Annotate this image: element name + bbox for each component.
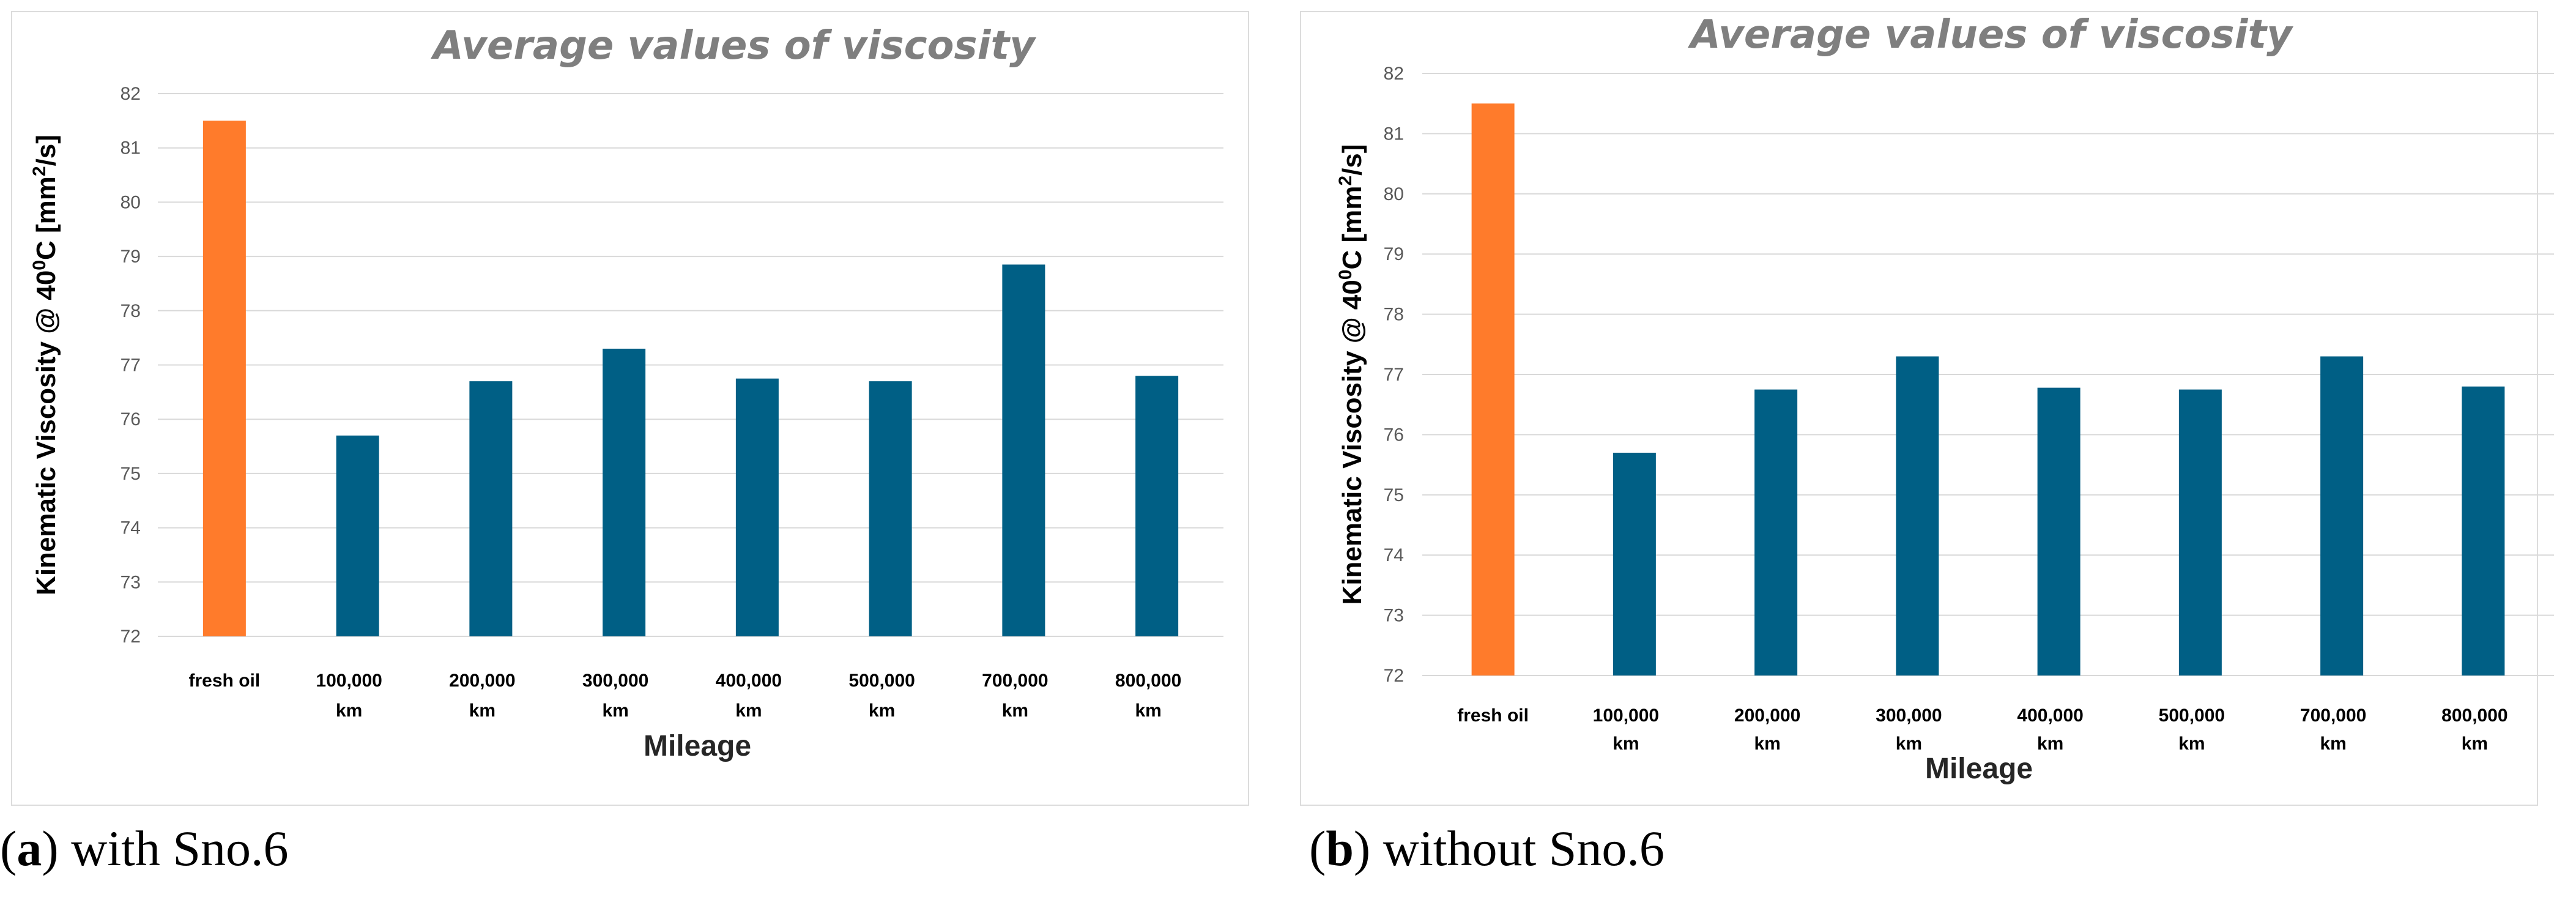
- x-tick-label: 400,000: [716, 671, 782, 691]
- x-tick-label: 300,000: [582, 671, 648, 691]
- x-tick-label: 700,000: [2300, 705, 2366, 726]
- caption-b: (b) without Sno.6: [1309, 821, 1665, 876]
- x-tick-label: km: [2037, 734, 2063, 754]
- x-tick-label: km: [1754, 734, 1780, 754]
- caption-text: ) without Sno.6: [1353, 821, 1665, 876]
- x-tick-label: 100,000: [316, 671, 382, 691]
- chart-title: Average values of viscosity: [1687, 12, 2293, 58]
- bar: [2037, 387, 2080, 675]
- bar: [1135, 376, 1179, 636]
- x-tick-label: 400,000: [2017, 705, 2083, 726]
- bar: [869, 381, 912, 636]
- y-tick-label: 72: [1384, 666, 1404, 686]
- x-tick-label: fresh oil: [1457, 705, 1529, 726]
- y-tick-label: 80: [1384, 184, 1404, 204]
- bar: [2178, 389, 2222, 675]
- y-tick-label: 74: [1384, 545, 1404, 565]
- y-axis-label-part: C [mm: [31, 176, 61, 260]
- x-tick-label: km: [469, 701, 496, 721]
- x-tick-label: 200,000: [1734, 705, 1800, 726]
- x-tick-label: km: [1613, 734, 1639, 754]
- bar-fresh-oil: [202, 121, 246, 637]
- caption-text: ) with Sno.6: [42, 821, 289, 876]
- y-tick-label: 73: [121, 572, 141, 592]
- y-axis-label: Kinematic Viscosity @ 400C [mm2/s]: [29, 135, 62, 595]
- chart-without-sno6: 72 73 74 75 76 77 78 79 80 81 82 fresh oil 100,000 km…: [1335, 12, 2554, 785]
- bar: [603, 348, 646, 636]
- x-tick-label: km: [2320, 734, 2346, 754]
- x-tick-label: km: [1002, 701, 1028, 721]
- chart-title: Average values of viscosity: [430, 23, 1036, 69]
- y-tick-label: 77: [121, 355, 141, 376]
- x-tick-label: km: [869, 701, 895, 721]
- y-axis-label-superscript: 0: [1335, 270, 1356, 280]
- x-tick-label: km: [2462, 734, 2488, 754]
- y-tick-label: 81: [121, 138, 141, 158]
- y-tick-label: 74: [121, 518, 141, 538]
- y-tick-label: 75: [121, 464, 141, 484]
- y-axis-label-part: /s]: [1337, 144, 1367, 176]
- x-tick-label: 300,000: [1876, 705, 1942, 726]
- x-tick-label: km: [1896, 734, 1922, 754]
- x-tick-label: km: [336, 701, 362, 721]
- y-tick-label: 80: [121, 192, 141, 212]
- x-tick-label: km: [735, 701, 762, 721]
- y-tick-label: 78: [121, 301, 141, 321]
- y-tick-label: 72: [121, 627, 141, 647]
- y-axis-label-part: /s]: [31, 135, 61, 166]
- y-axis-label-superscript: 2: [29, 166, 50, 176]
- y-axis-label-part: Kinematic Viscosity @ 40: [1337, 280, 1367, 605]
- x-tick-label: 800,000: [1115, 671, 1181, 691]
- caption-a: (a) with Sno.6: [0, 821, 289, 876]
- caption-letter: b: [1326, 821, 1354, 876]
- x-tick-label: km: [602, 701, 628, 721]
- bar: [1613, 452, 1656, 675]
- y-axis-label-superscript: 0: [29, 260, 50, 270]
- y-tick-label: 79: [121, 247, 141, 267]
- y-tick-label: 76: [1384, 425, 1404, 445]
- x-tick-label: 700,000: [982, 671, 1048, 691]
- y-tick-label: 75: [1384, 485, 1404, 505]
- bar: [1002, 264, 1045, 636]
- x-tick-label: fresh oil: [189, 671, 261, 691]
- x-tick-label: 100,000: [1593, 705, 1659, 726]
- y-axis-label-part: Kinematic Viscosity @ 40: [31, 270, 61, 595]
- chart-with-sno6: 72 73 74 75 76 77 78 79 80 81 82 fresh oil 100,000 km…: [29, 23, 1223, 762]
- bar-fresh-oil: [1471, 103, 1515, 675]
- bar: [2320, 356, 2364, 675]
- y-tick-label: 82: [121, 84, 141, 104]
- x-tick-label: 800,000: [2441, 705, 2507, 726]
- x-tick-label: km: [2178, 734, 2205, 754]
- bar: [2462, 386, 2505, 675]
- y-tick-label: 73: [1384, 606, 1404, 626]
- bar: [1754, 389, 1798, 675]
- y-tick-label: 78: [1384, 305, 1404, 325]
- y-axis-label-part: C [mm: [1337, 186, 1367, 270]
- chart-panel-a: 72 73 74 75 76 77 78 79 80 81 82 fresh oil 100,000 km…: [0, 11, 1249, 876]
- chart-panel-b: 72 73 74 75 76 77 78 79 80 81 82 fresh oil 100,000 km…: [1288, 0, 2575, 908]
- bar: [469, 381, 513, 636]
- y-tick-label: 77: [1384, 365, 1404, 385]
- x-tick-label: km: [1135, 701, 1161, 721]
- y-axis-label: Kinematic Viscosity @ 400C [mm2/s]: [1335, 144, 1368, 605]
- x-axis-label: Mileage: [644, 730, 751, 762]
- y-tick-label: 82: [1384, 64, 1404, 84]
- bar: [1896, 356, 1939, 675]
- x-tick-label: 500,000: [2159, 705, 2225, 726]
- caption-letter: a: [17, 821, 42, 876]
- y-tick-label: 79: [1384, 244, 1404, 264]
- x-tick-label: 500,000: [848, 671, 915, 691]
- x-tick-label: 200,000: [449, 671, 515, 691]
- bar: [735, 378, 779, 636]
- y-axis-label-superscript: 2: [1335, 176, 1356, 186]
- x-axis-label: Mileage: [1925, 753, 2033, 785]
- bar: [336, 435, 379, 636]
- y-tick-label: 76: [121, 409, 141, 430]
- y-tick-label: 81: [1384, 124, 1404, 144]
